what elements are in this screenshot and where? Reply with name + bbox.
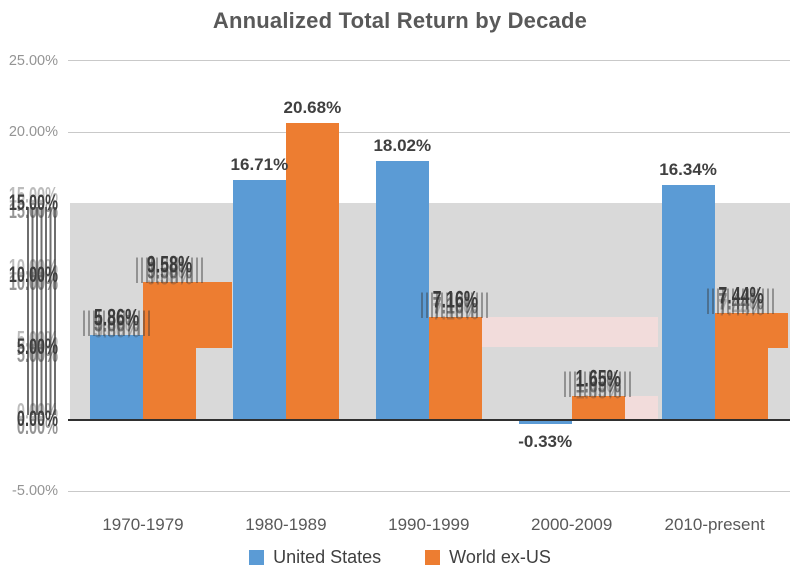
data-label-united-states-1970-1979: 5.86% bbox=[69, 305, 165, 337]
bar-united-states-2010-present bbox=[661, 184, 715, 420]
legend-item-united-states: United States bbox=[249, 547, 381, 568]
legend-item-world-ex-us: World ex-US bbox=[425, 547, 551, 568]
x-category-label-1970-1979: 1970-1979 bbox=[102, 515, 184, 534]
pink-smear-2 bbox=[625, 396, 658, 420]
label-smear-stripes bbox=[82, 310, 151, 337]
data-label-world-ex-us-2010-present: 7.44% bbox=[693, 282, 789, 314]
y-tick-label--5: -5.00% bbox=[12, 483, 58, 500]
x-category-label-1990-1999: 1990-1999 bbox=[388, 515, 470, 534]
data-label-world-ex-us-1990-1999: 7.16% bbox=[407, 286, 503, 318]
bar-united-states-1990-1999 bbox=[375, 160, 429, 420]
x-axis-line bbox=[68, 418, 790, 421]
bar-world-ex-us-2000-2009 bbox=[571, 395, 625, 420]
x-category-label-2000-2009: 2000-2009 bbox=[531, 515, 613, 534]
y-tick-label-20: 20.00% bbox=[8, 124, 58, 141]
gridline--5 bbox=[68, 490, 790, 493]
bar-world-ex-us-1980-1989 bbox=[285, 122, 339, 420]
y-tick-label-10: 10.00% bbox=[8, 263, 58, 289]
bar-world-ex-us-1970-1979 bbox=[143, 281, 196, 420]
pink-smear-1 bbox=[482, 317, 658, 347]
bar-world-ex-us-2010-present bbox=[714, 312, 768, 420]
data-label-united-states-1990-1999: 18.02% bbox=[373, 135, 432, 155]
x-category-label-1980-1989: 1980-1989 bbox=[245, 515, 327, 534]
label-smear-stripes bbox=[707, 288, 776, 314]
label-smear-stripes bbox=[421, 292, 490, 318]
y-tick-label-5: 5.00% bbox=[16, 335, 58, 361]
gridline-25 bbox=[68, 59, 790, 62]
bar-united-states-1970-1979 bbox=[90, 335, 143, 420]
y-tick-label-15: 15.00% bbox=[8, 191, 58, 217]
gridline-20 bbox=[68, 131, 790, 134]
data-label-united-states-2000-2009: -0.33% bbox=[518, 432, 573, 452]
bar-united-states-2000-2009 bbox=[518, 419, 572, 425]
legend: United States World ex-US bbox=[0, 547, 800, 568]
axis-label-smear-streaks bbox=[27, 207, 58, 415]
data-label-world-ex-us-1980-1989: 20.68% bbox=[283, 97, 342, 117]
bar-world-ex-us-1990-1999 bbox=[428, 316, 482, 420]
orange-smear-3 bbox=[768, 313, 788, 348]
data-label-world-ex-us-2000-2009: 1.65% bbox=[550, 365, 646, 397]
legend-label: United States bbox=[273, 547, 382, 567]
chart-title: Annualized Total Return by Decade bbox=[212, 8, 588, 33]
label-smear-stripes bbox=[135, 257, 204, 283]
y-tick-label-0: 0.00% bbox=[16, 407, 58, 432]
data-label-world-ex-us-1970-1979: 9.58% bbox=[122, 251, 218, 283]
legend-label: World ex-US bbox=[449, 547, 551, 567]
x-category-label-2010-present: 2010-present bbox=[664, 515, 765, 534]
bar-united-states-1980-1989 bbox=[232, 179, 286, 420]
label-smear-stripes bbox=[564, 371, 633, 397]
legend-swatch-icon bbox=[249, 550, 265, 565]
legend-swatch-icon bbox=[425, 550, 441, 565]
y-tick-label-25: 25.00% bbox=[8, 52, 58, 69]
data-label-united-states-1980-1989: 16.71% bbox=[230, 154, 289, 174]
orange-smear-0 bbox=[196, 282, 232, 348]
data-label-united-states-2010-present: 16.34% bbox=[659, 159, 717, 179]
